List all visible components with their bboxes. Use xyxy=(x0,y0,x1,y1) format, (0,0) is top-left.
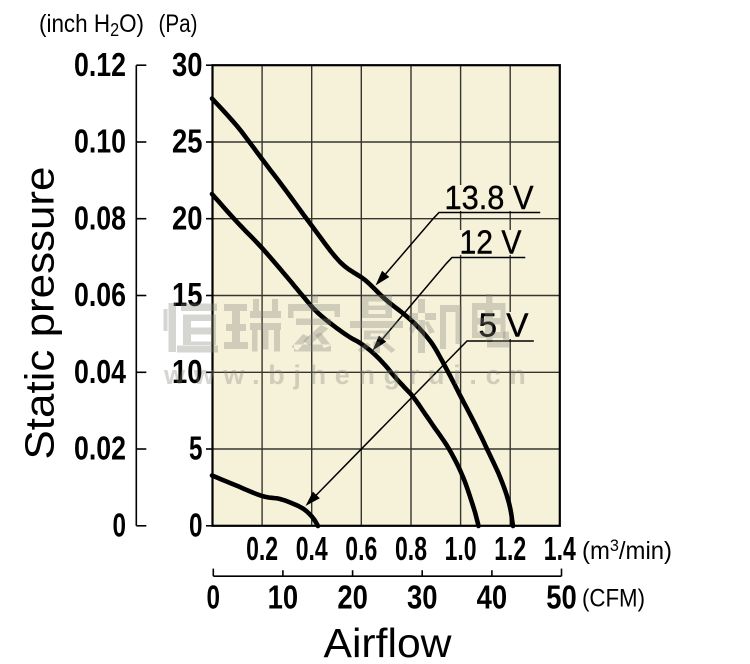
svg-text:0: 0 xyxy=(189,507,203,544)
svg-text:(Pa): (Pa) xyxy=(159,10,198,38)
svg-text:0.08: 0.08 xyxy=(74,200,126,237)
svg-text:10: 10 xyxy=(172,354,203,391)
svg-text:Airflow: Airflow xyxy=(324,620,452,664)
svg-text:40: 40 xyxy=(477,580,508,617)
svg-text:(CFM): (CFM) xyxy=(582,585,645,613)
svg-text:www.bjhengrui.cn: www.bjhengrui.cn xyxy=(163,360,534,390)
svg-text:5 V: 5 V xyxy=(479,308,530,345)
svg-text:20: 20 xyxy=(337,580,368,617)
svg-text:20: 20 xyxy=(172,200,203,237)
svg-text:0.4: 0.4 xyxy=(296,531,328,568)
svg-text:15: 15 xyxy=(172,277,203,314)
svg-text:0.12: 0.12 xyxy=(74,47,126,84)
svg-text:12 V: 12 V xyxy=(460,225,523,262)
svg-text:0.04: 0.04 xyxy=(74,354,126,391)
svg-text:25: 25 xyxy=(172,124,203,161)
svg-text:30: 30 xyxy=(172,47,203,84)
svg-text:(m3/min): (m3/min) xyxy=(582,536,672,565)
svg-text:1.0: 1.0 xyxy=(445,531,477,568)
svg-text:1.2: 1.2 xyxy=(494,531,526,568)
svg-text:0: 0 xyxy=(113,507,127,544)
svg-text:0.02: 0.02 xyxy=(74,431,126,468)
svg-text:1.4: 1.4 xyxy=(544,531,576,568)
svg-text:50: 50 xyxy=(546,580,577,617)
svg-text:5: 5 xyxy=(189,431,203,468)
svg-text:0.2: 0.2 xyxy=(246,531,278,568)
svg-text:0: 0 xyxy=(207,580,221,617)
svg-text:0.06: 0.06 xyxy=(74,277,126,314)
svg-text:0.8: 0.8 xyxy=(395,531,427,568)
svg-text:0.10: 0.10 xyxy=(74,124,126,161)
svg-text:0.6: 0.6 xyxy=(345,531,377,568)
svg-text:(inch H2O): (inch H2O) xyxy=(39,10,144,40)
svg-text:Static pressure: Static pressure xyxy=(17,167,63,460)
svg-text:10: 10 xyxy=(268,580,299,617)
svg-text:13.8 V: 13.8 V xyxy=(445,180,535,217)
svg-text:30: 30 xyxy=(407,580,438,617)
